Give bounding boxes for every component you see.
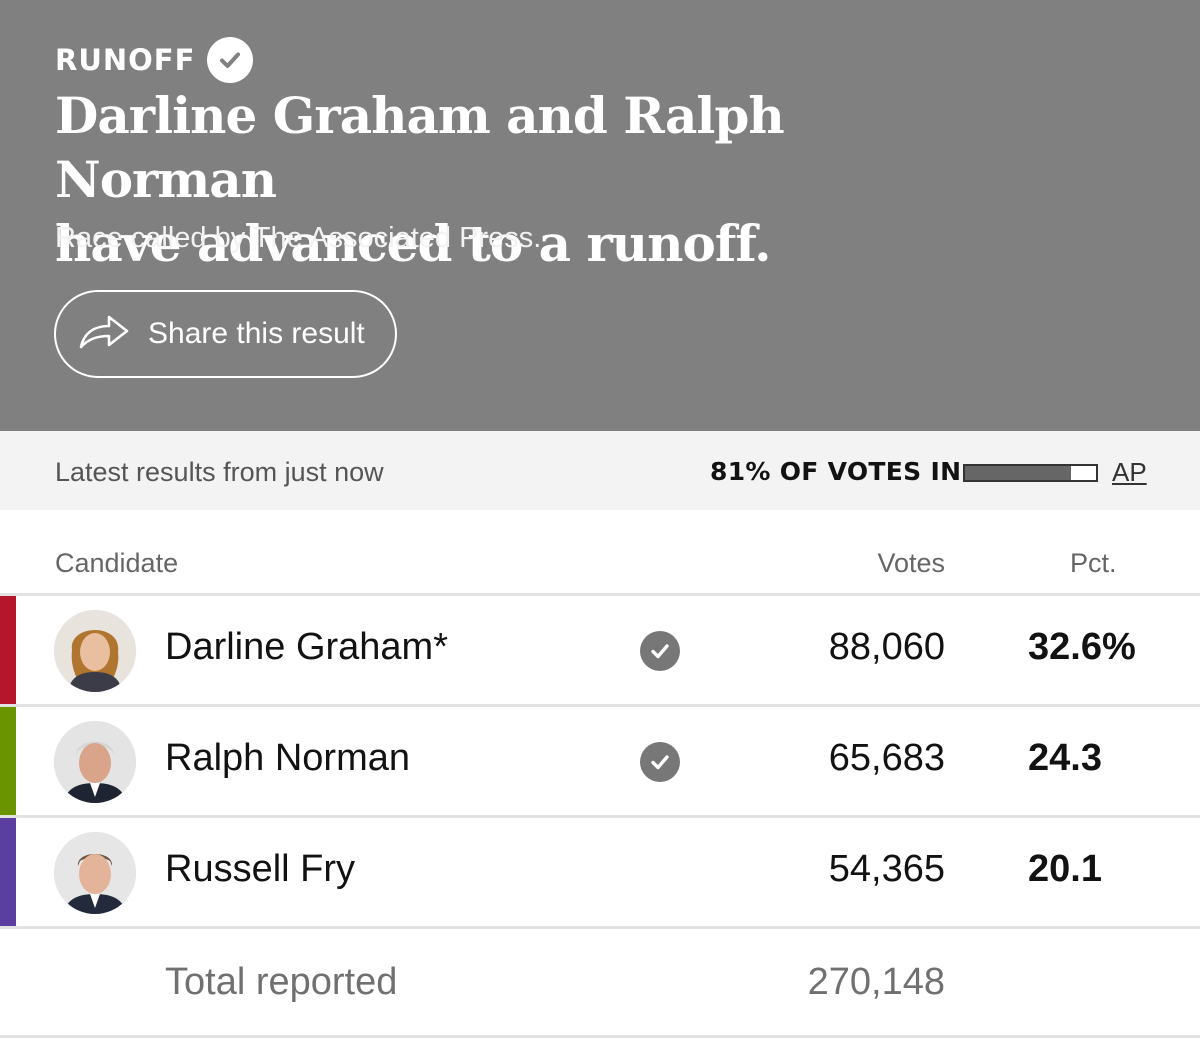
race-called-note: Race called by The Associated Press. (55, 222, 542, 254)
candidate-pct: 20.1 (1028, 848, 1102, 890)
pct-column-header: Pct. (1070, 548, 1117, 578)
party-color-stripe (0, 596, 16, 704)
table-row: Ralph Norman 65,683 24.3 (0, 707, 1200, 818)
candidate-pct: 32.6% (1028, 626, 1136, 668)
total-reported-label: Total reported (165, 961, 398, 1003)
votes-column-header: Votes (877, 548, 945, 578)
latest-results-text: Latest results from just now (55, 457, 384, 487)
row-divider (0, 704, 1200, 707)
row-divider (0, 815, 1200, 818)
header-divider (0, 593, 1200, 596)
results-status-bar: Latest results from just now 81% OF VOTE… (0, 431, 1200, 510)
total-reported-votes: 270,148 (807, 961, 945, 1003)
row-divider (0, 926, 1200, 929)
candidate-name: Darline Graham* (165, 626, 448, 668)
avatar (54, 721, 136, 803)
candidate-pct: 24.3 (1028, 737, 1102, 779)
share-arrow-icon (78, 313, 130, 356)
ap-source-link[interactable]: AP (1112, 457, 1147, 487)
candidate-votes: 65,683 (828, 737, 945, 779)
candidate-votes: 88,060 (828, 626, 945, 668)
table-bottom-divider (0, 1035, 1200, 1038)
avatar (54, 832, 136, 914)
votes-in-progress-bar (963, 464, 1098, 482)
headline-line-1: Darline Graham and Ralph Norman (55, 86, 785, 209)
candidate-column-header: Candidate (55, 548, 179, 578)
table-row: Darline Graham* 88,060 32.6% (0, 596, 1200, 707)
headline-line-2: have advanced to a runoff. (55, 214, 772, 273)
avatar (54, 610, 136, 692)
check-icon (207, 37, 254, 83)
kicker-label: RUNOFF (55, 43, 196, 77)
candidate-name: Ralph Norman (165, 737, 410, 779)
advanced-check-icon (640, 742, 680, 782)
progress-fill (965, 466, 1072, 480)
candidate-votes: 54,365 (828, 848, 945, 890)
race-headline: Darline Graham and Ralph Norman have adv… (55, 84, 955, 276)
party-color-stripe (0, 818, 16, 926)
votes-in-label: 81% OF VOTES IN (710, 457, 962, 486)
share-result-button[interactable]: Share this result (54, 290, 397, 378)
party-color-stripe (0, 707, 16, 815)
runoff-kicker: RUNOFF (55, 36, 254, 84)
advanced-check-icon (640, 631, 680, 671)
table-row: Russell Fry 54,365 20.1 (0, 818, 1200, 929)
race-header: RUNOFF Darline Graham and Ralph Norman h… (0, 0, 1200, 431)
share-button-label: Share this result (148, 317, 365, 350)
candidate-name: Russell Fry (165, 848, 356, 890)
